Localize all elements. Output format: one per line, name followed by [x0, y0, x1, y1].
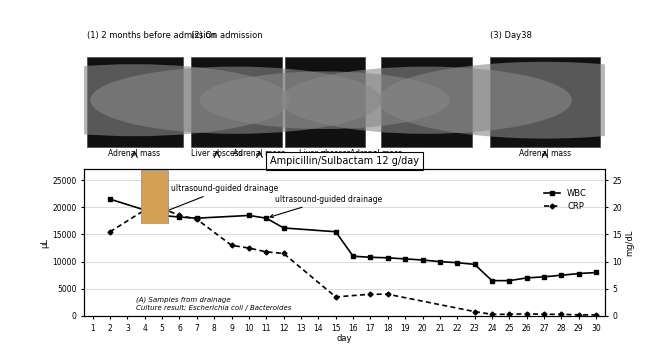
- Text: ultrasound-guided drainage: ultrasound-guided drainage: [270, 195, 382, 218]
- CRP: [523, 312, 531, 316]
- Text: (3) Day38: (3) Day38: [491, 31, 532, 40]
- CRP: [332, 295, 340, 299]
- CRP: [505, 312, 513, 316]
- WBC: [332, 230, 340, 234]
- WBC: [453, 261, 461, 265]
- WBC: [540, 275, 548, 279]
- WBC: [575, 272, 583, 276]
- CRP: [106, 230, 114, 234]
- Circle shape: [280, 67, 572, 134]
- WBC: [436, 260, 444, 264]
- WBC: [401, 257, 409, 261]
- CRP: [470, 310, 478, 314]
- WBC: [175, 215, 183, 219]
- Circle shape: [0, 64, 291, 136]
- WBC: [557, 273, 565, 277]
- Text: Adrenal mass: Adrenal mass: [349, 149, 402, 158]
- CRP: [280, 251, 288, 256]
- Text: (A) Samples from drainage
Culture result; Escherichia coli / Bacteroides: (A) Samples from drainage Culture result…: [136, 297, 292, 311]
- CRP: [228, 243, 236, 247]
- CRP: [158, 206, 166, 211]
- WBC: [158, 213, 166, 218]
- CRP: [575, 313, 583, 317]
- Y-axis label: mg/dL: mg/dL: [625, 229, 634, 256]
- Text: ultrasound-guided drainage: ultrasound-guided drainage: [166, 184, 278, 212]
- Line: CRP: CRP: [108, 207, 598, 317]
- WBC: [280, 226, 288, 230]
- Circle shape: [378, 62, 672, 138]
- Y-axis label: μL: μL: [40, 237, 49, 247]
- CRP: [175, 213, 183, 218]
- WBC: [488, 279, 496, 283]
- Text: Adrenal mass: Adrenal mass: [519, 149, 571, 158]
- Bar: [141, 170, 168, 224]
- Bar: [191, 57, 282, 147]
- WBC: [419, 258, 427, 262]
- CRP: [540, 312, 548, 316]
- Text: (2) On admission: (2) On admission: [191, 31, 262, 40]
- Bar: [491, 57, 599, 147]
- WBC: [384, 256, 392, 260]
- X-axis label: day: day: [337, 334, 352, 343]
- CRP: [245, 246, 253, 250]
- Bar: [284, 57, 366, 147]
- Circle shape: [200, 71, 450, 129]
- WBC: [106, 197, 114, 201]
- CRP: [193, 217, 201, 222]
- CRP: [262, 250, 270, 254]
- WBC: [470, 262, 478, 267]
- Line: WBC: WBC: [108, 197, 598, 283]
- Bar: [381, 57, 472, 147]
- Text: Ampicillin/Sulbactam 12 g/day: Ampicillin/Sulbactam 12 g/day: [270, 156, 419, 166]
- CRP: [557, 312, 565, 316]
- Text: (1) 2 months before admission: (1) 2 months before admission: [87, 31, 216, 40]
- CRP: [366, 292, 374, 296]
- WBC: [366, 255, 374, 260]
- WBC: [349, 254, 357, 258]
- WBC: [262, 216, 270, 220]
- WBC: [505, 279, 513, 283]
- Bar: [87, 57, 183, 147]
- CRP: [592, 313, 600, 317]
- Legend: WBC, CRP: WBC, CRP: [540, 185, 590, 214]
- WBC: [523, 276, 531, 280]
- WBC: [245, 213, 253, 218]
- Text: Adrenal mass: Adrenal mass: [108, 149, 161, 158]
- Text: Liver abscess: Liver abscess: [299, 149, 350, 158]
- Text: Liver abscess: Liver abscess: [191, 149, 243, 158]
- CRP: [384, 292, 392, 296]
- Text: Adrenal mass: Adrenal mass: [233, 149, 286, 158]
- WBC: [193, 216, 201, 220]
- CRP: [140, 208, 149, 212]
- WBC: [592, 271, 600, 275]
- Circle shape: [90, 67, 382, 134]
- CRP: [488, 312, 496, 316]
